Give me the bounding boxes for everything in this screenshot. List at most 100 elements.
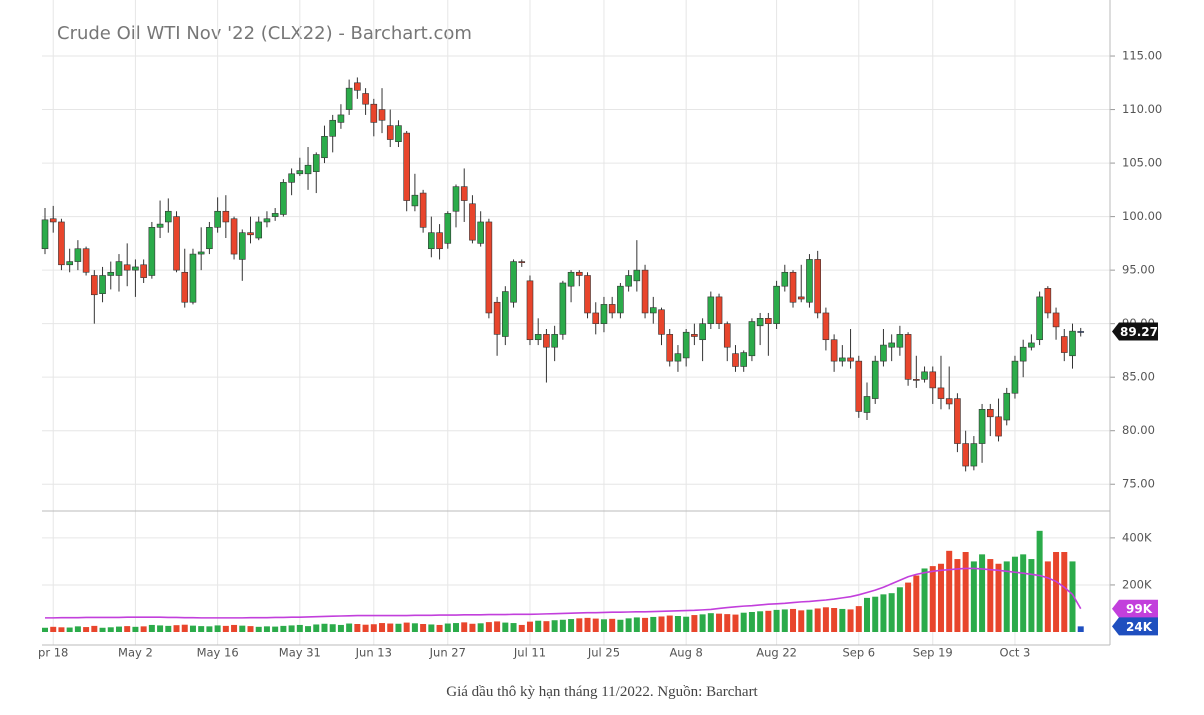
volume-bar xyxy=(543,621,550,632)
volume-bar xyxy=(576,618,583,632)
candle-body xyxy=(469,203,476,241)
candle-body xyxy=(896,334,904,348)
volume-bar xyxy=(411,623,418,632)
candle-body xyxy=(156,223,164,228)
volume-bar xyxy=(1020,554,1027,632)
x-tick-label: Jul 25 xyxy=(587,646,620,660)
volume-bar xyxy=(683,616,690,632)
x-tick-label: Aug 22 xyxy=(756,646,797,660)
volume-bar xyxy=(387,623,394,632)
volume-bar xyxy=(880,594,887,632)
candle-body xyxy=(444,213,452,244)
volume-bar xyxy=(995,563,1002,632)
volume-bar xyxy=(107,627,114,632)
candle-body xyxy=(173,216,180,271)
x-tick-label: May 31 xyxy=(279,646,321,660)
volume-bar xyxy=(173,625,180,632)
volume-bar xyxy=(921,568,928,632)
candle-body xyxy=(378,109,386,121)
volume-bar xyxy=(50,626,57,632)
volume-bar xyxy=(231,624,238,632)
volume-bar xyxy=(477,623,484,632)
volume-bar xyxy=(337,624,344,632)
volume-bar xyxy=(124,626,131,632)
volume-bar xyxy=(453,623,459,632)
candle-body xyxy=(600,304,608,324)
volume-bar xyxy=(839,608,846,632)
candle-body xyxy=(66,261,73,266)
volume-bar xyxy=(790,608,797,632)
volume-bar xyxy=(206,626,213,632)
volume-bar xyxy=(436,624,443,632)
candle-body xyxy=(1077,331,1085,333)
candle-body xyxy=(99,275,106,294)
candle-body xyxy=(1011,360,1019,394)
volume-bar xyxy=(1069,561,1076,632)
volume-bar xyxy=(140,626,147,632)
volume-bar xyxy=(485,622,492,632)
volume-bar xyxy=(633,617,640,632)
volume-bar xyxy=(42,627,48,632)
candle-body xyxy=(214,210,221,228)
candle-body xyxy=(411,194,419,207)
candle-body xyxy=(633,269,641,282)
volume-bar xyxy=(740,612,747,632)
volume-bar xyxy=(658,616,665,632)
candle-body xyxy=(403,132,410,201)
volume-bar xyxy=(510,623,517,632)
volume-bar xyxy=(346,623,353,632)
volume-bar xyxy=(970,561,977,632)
volume-bar xyxy=(896,587,903,632)
candle-body xyxy=(49,218,57,223)
candle-body xyxy=(543,334,550,348)
candle-body xyxy=(913,379,920,381)
candle-body xyxy=(41,219,49,250)
volume-bar xyxy=(650,616,657,632)
y-tick-label: 80.00 xyxy=(1122,423,1155,437)
y-tick-label: 105.00 xyxy=(1122,156,1162,170)
volume-bar xyxy=(707,613,714,632)
candle-body xyxy=(551,334,558,348)
volume-bar xyxy=(370,624,377,632)
candle-body xyxy=(395,125,402,142)
candle-body xyxy=(197,251,205,255)
volume-bar xyxy=(263,626,270,632)
candle-body xyxy=(962,443,969,467)
volume-bar xyxy=(617,619,624,632)
volume-bar xyxy=(732,614,739,632)
volume-bar xyxy=(888,593,895,632)
candle-body xyxy=(970,443,978,467)
volume-bar xyxy=(806,609,813,632)
volume-bar xyxy=(1003,561,1010,632)
volume-bar xyxy=(403,622,410,632)
volume-bar xyxy=(148,624,155,632)
x-tick-label: Sep 6 xyxy=(842,646,875,660)
candle-body xyxy=(1036,296,1043,341)
volume-bar xyxy=(444,623,451,632)
volume-bar xyxy=(189,625,196,632)
volume-bar xyxy=(962,552,969,632)
candle-body xyxy=(206,227,213,250)
volume-bar xyxy=(395,623,402,632)
candle-body xyxy=(937,387,945,399)
candle-body xyxy=(732,353,739,367)
candle-body xyxy=(954,398,961,444)
volume-bar xyxy=(115,626,122,632)
volume-bar xyxy=(1028,559,1035,632)
x-tick-label: Oct 3 xyxy=(1000,646,1031,660)
volume-bar xyxy=(822,607,829,632)
candle-body xyxy=(740,352,748,367)
candle-body xyxy=(781,271,789,287)
candle-body xyxy=(502,291,509,337)
volume-ma-label-box xyxy=(1112,599,1158,618)
candle-body xyxy=(428,232,435,250)
candle-body xyxy=(534,334,542,341)
candle-body xyxy=(370,103,378,123)
volume-bar xyxy=(872,596,879,632)
candle-body xyxy=(312,154,320,172)
candle-body xyxy=(1060,336,1068,353)
volume-bar xyxy=(568,619,575,632)
candle-body xyxy=(247,232,254,236)
candle-body xyxy=(658,309,665,335)
candle-body xyxy=(888,342,895,348)
